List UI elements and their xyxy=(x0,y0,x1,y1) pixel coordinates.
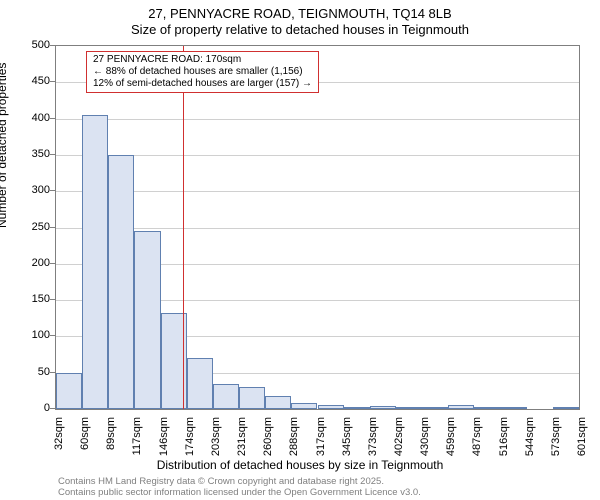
y-tick-label: 400 xyxy=(10,112,50,124)
y-tick-label: 450 xyxy=(10,75,50,87)
bar xyxy=(370,406,396,409)
y-tick-label: 100 xyxy=(10,329,50,341)
x-tick-label: 373sqm xyxy=(367,417,379,462)
bar xyxy=(501,407,527,409)
x-tick-label: 260sqm xyxy=(262,417,274,462)
bar xyxy=(82,115,108,409)
x-tick-label: 345sqm xyxy=(341,417,353,462)
x-tick-label: 601sqm xyxy=(576,417,588,462)
x-tick-label: 573sqm xyxy=(550,417,562,462)
grid-line xyxy=(56,119,579,120)
bar xyxy=(344,407,370,409)
bar xyxy=(239,387,265,409)
y-tick-label: 150 xyxy=(10,293,50,305)
callout-box: 27 PENNYACRE ROAD: 170sqm ← 88% of detac… xyxy=(86,51,319,93)
bar xyxy=(448,405,474,409)
callout-line2: ← 88% of detached houses are smaller (1,… xyxy=(93,66,312,78)
bar xyxy=(396,407,422,409)
bar xyxy=(134,231,160,409)
x-tick-label: 288sqm xyxy=(288,417,300,462)
histogram-chart: 27, PENNYACRE ROAD, TEIGNMOUTH, TQ14 8LB… xyxy=(0,0,600,500)
chart-title-line1: 27, PENNYACRE ROAD, TEIGNMOUTH, TQ14 8LB xyxy=(0,6,600,21)
x-tick-label: 117sqm xyxy=(131,417,143,462)
x-tick-label: 402sqm xyxy=(393,417,405,462)
x-tick-label: 89sqm xyxy=(105,417,117,462)
x-tick-label: 487sqm xyxy=(471,417,483,462)
reference-line-mark xyxy=(183,46,185,409)
x-tick-label: 146sqm xyxy=(158,417,170,462)
x-tick-label: 174sqm xyxy=(184,417,196,462)
grid-line xyxy=(56,191,579,192)
bar xyxy=(318,405,344,409)
x-tick-label: 231sqm xyxy=(236,417,248,462)
bar xyxy=(108,155,134,409)
x-tick-label: 544sqm xyxy=(524,417,536,462)
x-tick-label: 60sqm xyxy=(79,417,91,462)
bar xyxy=(291,403,317,409)
grid-line xyxy=(56,155,579,156)
bar xyxy=(187,358,213,409)
bar xyxy=(422,407,448,409)
bar xyxy=(213,384,239,409)
y-tick-label: 300 xyxy=(10,184,50,196)
x-tick-label: 32sqm xyxy=(53,417,65,462)
x-axis-label: Distribution of detached houses by size … xyxy=(0,458,600,472)
y-tick-label: 200 xyxy=(10,257,50,269)
callout-line3: 12% of semi-detached houses are larger (… xyxy=(93,78,312,90)
x-tick-label: 516sqm xyxy=(498,417,510,462)
x-tick-label: 459sqm xyxy=(445,417,457,462)
bar xyxy=(553,407,579,409)
y-axis-label: Number of detached properties xyxy=(0,63,9,228)
y-tick-label: 50 xyxy=(10,366,50,378)
chart-title-line2: Size of property relative to detached ho… xyxy=(0,22,600,37)
footer-line1: Contains HM Land Registry data © Crown c… xyxy=(58,476,384,487)
bar xyxy=(474,407,500,409)
bar xyxy=(265,396,291,409)
callout-line1: 27 PENNYACRE ROAD: 170sqm xyxy=(93,54,312,66)
x-tick-label: 317sqm xyxy=(315,417,327,462)
bar xyxy=(56,373,82,409)
x-tick-label: 430sqm xyxy=(419,417,431,462)
y-tick-label: 0 xyxy=(10,402,50,414)
footer-line2: Contains public sector information licen… xyxy=(58,487,421,498)
x-tick-label: 203sqm xyxy=(210,417,222,462)
plot-area: 27 PENNYACRE ROAD: 170sqm ← 88% of detac… xyxy=(55,45,580,410)
y-tick-label: 350 xyxy=(10,148,50,160)
y-tick-label: 250 xyxy=(10,221,50,233)
y-tick-label: 500 xyxy=(10,39,50,51)
grid-line xyxy=(56,228,579,229)
